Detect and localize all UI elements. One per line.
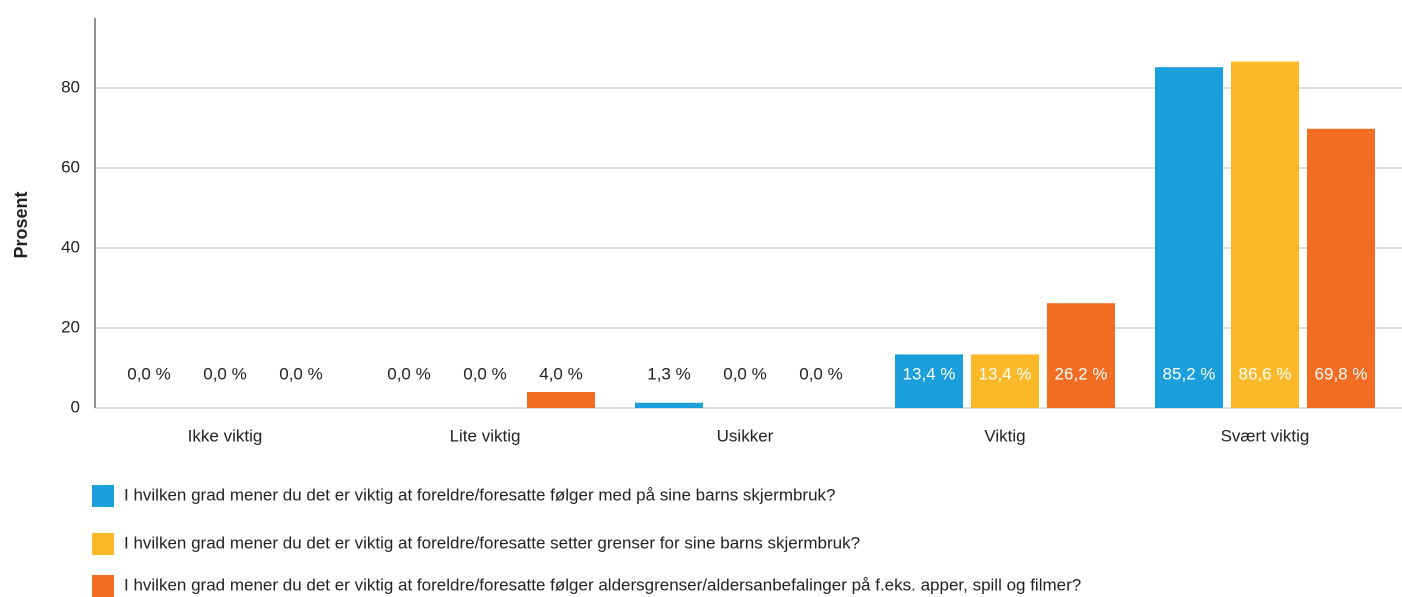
bar bbox=[527, 392, 595, 408]
data-label: 69,8 % bbox=[1315, 364, 1368, 383]
y-tick-label: 80 bbox=[61, 77, 80, 96]
data-label: 0,0 % bbox=[127, 364, 170, 383]
data-label: 1,3 % bbox=[647, 364, 690, 383]
y-tick-label: 40 bbox=[61, 237, 80, 256]
data-label: 0,0 % bbox=[279, 364, 322, 383]
data-label: 0,0 % bbox=[723, 364, 766, 383]
y-tick-label: 0 bbox=[71, 397, 80, 416]
legend-label: I hvilken grad mener du det er viktig at… bbox=[124, 485, 836, 504]
x-tick-label: Usikker bbox=[717, 426, 774, 445]
legend-label: I hvilken grad mener du det er viktig at… bbox=[124, 575, 1081, 594]
data-label: 4,0 % bbox=[539, 364, 582, 383]
data-label: 86,6 % bbox=[1239, 364, 1292, 383]
bar bbox=[1231, 61, 1299, 408]
x-tick-label: Ikke viktig bbox=[188, 426, 263, 445]
y-tick-label: 20 bbox=[61, 317, 80, 336]
x-tick-label: Lite viktig bbox=[450, 426, 521, 445]
legend-label: I hvilken grad mener du det er viktig at… bbox=[124, 533, 860, 552]
data-label: 13,4 % bbox=[979, 364, 1032, 383]
x-tick-label: Svært viktig bbox=[1221, 426, 1310, 445]
legend-swatch bbox=[92, 485, 114, 507]
bar bbox=[1307, 128, 1375, 409]
bar bbox=[1155, 67, 1223, 408]
bar bbox=[971, 354, 1039, 408]
data-label: 0,0 % bbox=[203, 364, 246, 383]
data-label: 26,2 % bbox=[1055, 364, 1108, 383]
bar bbox=[895, 354, 963, 408]
legend-swatch bbox=[92, 575, 114, 597]
y-axis-label: Prosent bbox=[11, 191, 31, 258]
bar bbox=[635, 402, 703, 408]
y-tick-label: 60 bbox=[61, 157, 80, 176]
data-label: 0,0 % bbox=[463, 364, 506, 383]
legend-swatch bbox=[92, 533, 114, 555]
data-label: 0,0 % bbox=[799, 364, 842, 383]
data-label: 0,0 % bbox=[387, 364, 430, 383]
data-label: 13,4 % bbox=[903, 364, 956, 383]
bar bbox=[1047, 303, 1115, 408]
data-label: 85,2 % bbox=[1163, 364, 1216, 383]
x-tick-label: Viktig bbox=[984, 426, 1025, 445]
